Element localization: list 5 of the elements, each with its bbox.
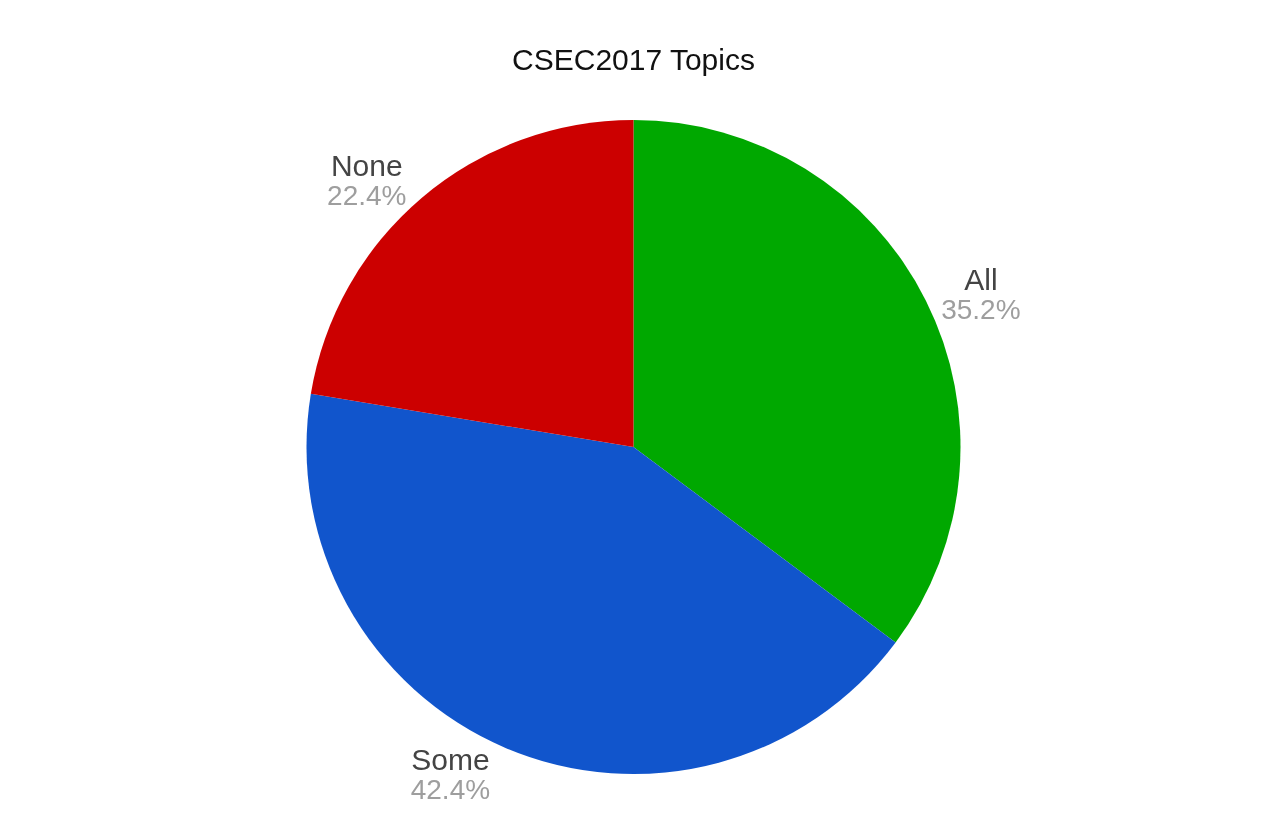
chart-title: CSEC2017 Topics (512, 42, 755, 76)
slice-label: None (330, 148, 403, 182)
pie-slice (310, 120, 634, 447)
data-label: 22.4% (327, 179, 407, 211)
pie-slice (306, 393, 896, 774)
